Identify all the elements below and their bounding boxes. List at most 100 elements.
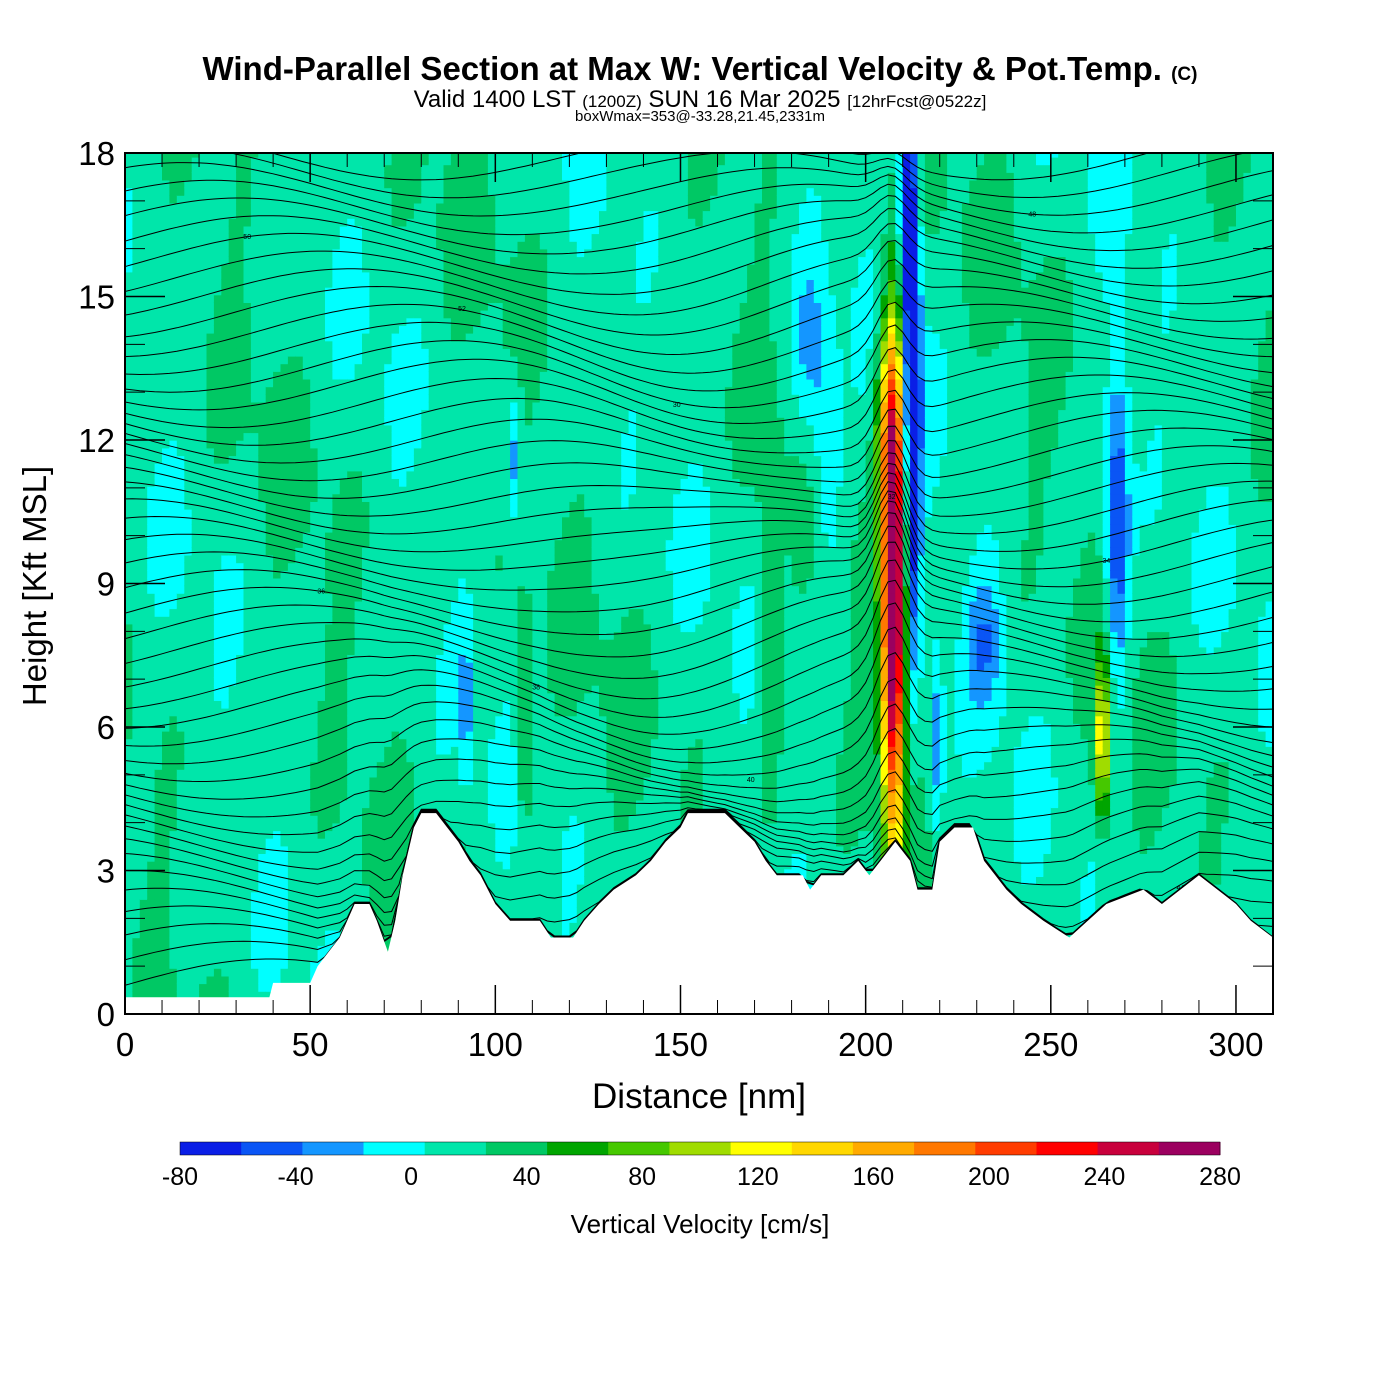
velocity-cell [125,661,134,671]
velocity-cell [191,952,200,962]
velocity-cell [310,845,319,854]
velocity-cell [428,447,437,457]
velocity-cell [369,562,378,571]
velocity-cell [147,730,156,740]
velocity-cell [162,447,171,457]
velocity-cell [421,593,430,602]
velocity-cell [154,761,163,770]
velocity-cell [154,409,163,418]
velocity-cell [295,179,304,189]
velocity-cell [206,952,215,962]
velocity-cell [287,332,296,342]
velocity-cell [332,608,341,617]
velocity-cell [413,286,422,296]
velocity-cell [369,723,378,732]
velocity-cell [399,164,408,173]
velocity-cell [362,539,371,548]
velocity-cell [325,700,334,709]
velocity-cell [399,853,408,862]
velocity-cell [302,401,311,411]
velocity-cell [213,700,222,709]
velocity-cell [273,286,282,296]
velocity-cell [406,585,415,594]
velocity-cell [302,271,311,280]
velocity-cell [213,562,222,571]
velocity-cell [399,830,408,839]
velocity-cell [421,570,430,579]
velocity-cell [265,485,274,495]
velocity-cell [354,562,363,571]
velocity-cell [199,440,208,449]
velocity-cell [176,463,185,472]
velocity-cell [125,899,134,908]
velocity-cell [154,340,163,349]
velocity-cell [421,753,430,763]
velocity-cell [413,340,422,349]
velocity-cell [206,883,215,893]
velocity-cell [362,256,371,265]
velocity-cell [287,363,296,372]
velocity-cell [250,830,259,839]
velocity-cell [391,593,400,602]
velocity-cell [347,309,356,319]
velocity-cell [310,738,319,747]
velocity-cell [236,325,245,334]
velocity-cell [228,983,237,992]
velocity-cell [221,187,230,196]
velocity-cell [443,692,452,701]
velocity-cell [250,325,259,334]
velocity-cell [176,853,185,862]
velocity-cell [287,264,296,273]
velocity-cell [362,371,371,380]
velocity-cell [428,539,437,548]
velocity-cell [273,401,282,411]
velocity-cell [184,608,193,617]
velocity-cell [199,922,208,931]
velocity-cell [295,968,304,977]
velocity-cell [250,218,259,227]
velocity-cell [250,547,259,556]
velocity-cell [258,906,267,916]
velocity-cell [310,792,319,801]
velocity-cell [228,654,237,663]
velocity-cell [339,799,348,809]
velocity-cell [310,195,319,204]
velocity-cell [206,891,215,900]
velocity-cell [250,371,259,380]
velocity-cell [213,761,222,770]
velocity-cell [221,218,230,227]
velocity-cell [443,409,452,418]
velocity-cell [273,860,282,870]
velocity-cell [265,363,274,372]
velocity-cell [428,753,437,763]
velocity-cell [184,187,193,196]
velocity-cell [221,195,230,204]
velocity-cell [265,286,274,296]
velocity-cell [147,776,156,786]
velocity-cell [258,202,267,212]
velocity-cell [369,677,378,686]
velocity-cell [421,646,430,655]
velocity-cell [376,922,385,931]
velocity-cell [199,432,208,441]
velocity-cell [406,378,415,388]
velocity-cell [317,195,326,204]
velocity-cell [199,447,208,457]
velocity-cell [391,539,400,548]
velocity-cell [347,738,356,747]
velocity-cell [273,807,282,816]
velocity-cell [436,753,445,763]
velocity-cell [176,187,185,196]
velocity-cell [176,409,185,418]
velocity-cell [221,164,230,173]
velocity-cell [154,264,163,273]
velocity-cell [376,883,385,893]
velocity-cell [169,631,178,640]
velocity-cell [295,700,304,709]
velocity-cell [169,876,178,885]
velocity-cell [413,616,422,625]
velocity-cell [339,470,348,479]
velocity-cell [384,378,393,388]
velocity-cell [302,608,311,617]
velocity-cell [325,463,334,472]
